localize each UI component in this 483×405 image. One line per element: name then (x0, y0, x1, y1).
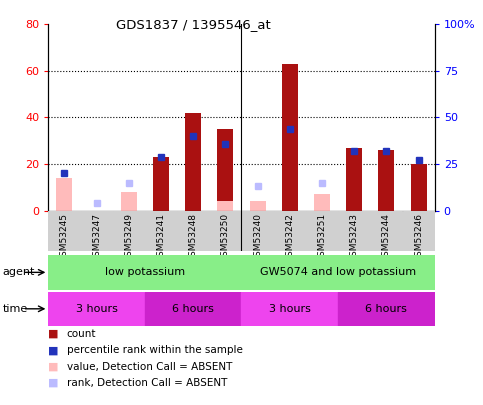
Bar (48, 211, 81, 251)
Text: GDS1837 / 1395546_at: GDS1837 / 1395546_at (116, 18, 270, 31)
Text: ■: ■ (48, 378, 59, 388)
Text: GSM53242: GSM53242 (285, 213, 294, 262)
Bar (242, 292, 338, 326)
Text: GSM53246: GSM53246 (414, 213, 423, 262)
Bar (48, 255, 242, 290)
Bar (217, 129, 233, 211)
Text: GSM53245: GSM53245 (60, 213, 69, 262)
Text: ■: ■ (48, 362, 59, 371)
Text: 6 hours: 6 hours (366, 304, 407, 314)
Bar (121, 192, 137, 211)
Bar (306, 211, 338, 251)
Bar (378, 150, 395, 211)
Text: 6 hours: 6 hours (172, 304, 214, 314)
Text: ■: ■ (48, 329, 59, 339)
Text: count: count (67, 329, 96, 339)
Text: GSM53250: GSM53250 (221, 213, 230, 262)
Text: rank, Detection Call = ABSENT: rank, Detection Call = ABSENT (67, 378, 227, 388)
Bar (113, 211, 145, 251)
Text: GSM53248: GSM53248 (189, 213, 198, 262)
Text: ■: ■ (48, 345, 59, 355)
Text: GSM53241: GSM53241 (156, 213, 166, 262)
Bar (48, 292, 145, 326)
Bar (338, 211, 370, 251)
Bar (145, 211, 177, 251)
Bar (177, 211, 209, 251)
Bar (402, 211, 435, 251)
Text: time: time (2, 304, 28, 314)
Bar (57, 178, 72, 211)
Bar (274, 211, 306, 251)
Text: GSM53247: GSM53247 (92, 213, 101, 262)
Text: GW5074 and low potassium: GW5074 and low potassium (260, 267, 416, 277)
Text: GSM53243: GSM53243 (350, 213, 359, 262)
Bar (411, 164, 426, 211)
Text: agent: agent (2, 267, 35, 277)
Bar (314, 194, 330, 211)
Bar (346, 148, 362, 211)
Text: 3 hours: 3 hours (269, 304, 311, 314)
Bar (185, 113, 201, 211)
Bar (217, 201, 233, 211)
Bar (145, 292, 242, 326)
Bar (209, 211, 242, 251)
Bar (338, 292, 435, 326)
Text: low potassium: low potassium (105, 267, 185, 277)
Text: value, Detection Call = ABSENT: value, Detection Call = ABSENT (67, 362, 232, 371)
Text: GSM53251: GSM53251 (317, 213, 327, 262)
Bar (81, 211, 113, 251)
Bar (153, 157, 169, 211)
Text: 3 hours: 3 hours (76, 304, 117, 314)
Text: GSM53244: GSM53244 (382, 213, 391, 262)
Text: GSM53240: GSM53240 (253, 213, 262, 262)
Bar (250, 201, 266, 211)
Text: percentile rank within the sample: percentile rank within the sample (67, 345, 242, 355)
Bar (242, 255, 435, 290)
Bar (370, 211, 402, 251)
Bar (282, 64, 298, 211)
Bar (242, 211, 274, 251)
Text: GSM53249: GSM53249 (124, 213, 133, 262)
